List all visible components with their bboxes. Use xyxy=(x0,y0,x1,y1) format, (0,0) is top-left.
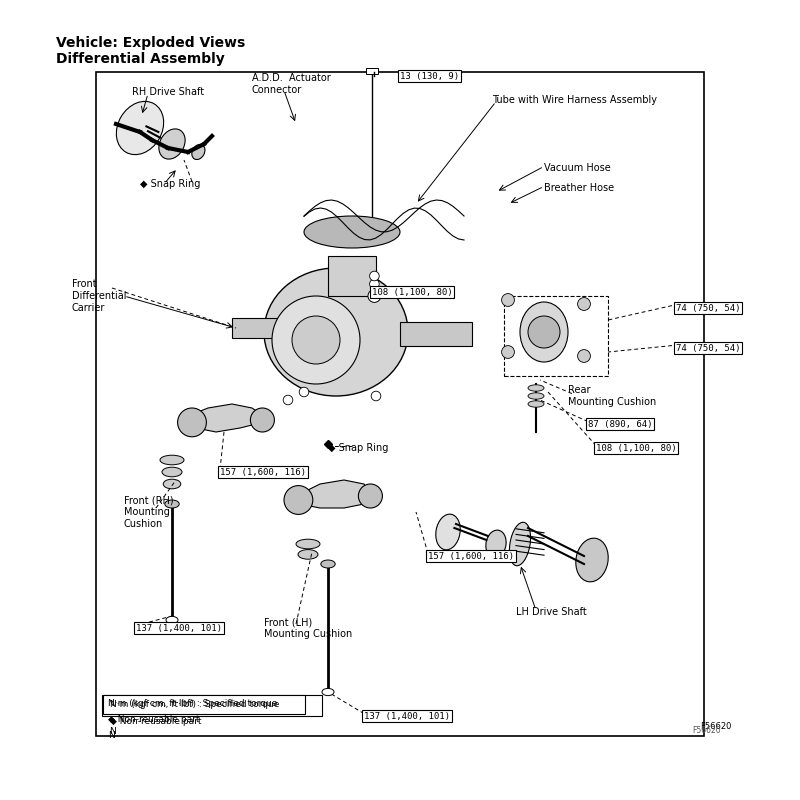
Circle shape xyxy=(368,290,381,302)
Ellipse shape xyxy=(298,550,318,559)
Text: Vacuum Hose: Vacuum Hose xyxy=(544,163,610,173)
Circle shape xyxy=(528,316,560,348)
Circle shape xyxy=(370,279,379,289)
Text: 137 (1,400, 101): 137 (1,400, 101) xyxy=(136,623,222,633)
Text: N: N xyxy=(110,727,116,737)
Circle shape xyxy=(292,316,340,364)
Bar xyxy=(232,318,296,338)
Ellipse shape xyxy=(165,500,179,508)
Ellipse shape xyxy=(304,216,400,248)
Text: Front
Differential
Carrier: Front Differential Carrier xyxy=(72,279,126,313)
Text: F56620: F56620 xyxy=(700,722,731,731)
Text: ◆ Snap Ring: ◆ Snap Ring xyxy=(328,443,388,453)
FancyBboxPatch shape xyxy=(103,695,305,714)
Bar xyxy=(400,322,472,346)
Ellipse shape xyxy=(166,616,178,624)
Ellipse shape xyxy=(264,268,408,396)
Text: ◆ Non-reusable part: ◆ Non-reusable part xyxy=(110,717,201,726)
Circle shape xyxy=(371,391,381,401)
Text: Rear
Mounting Cushion: Rear Mounting Cushion xyxy=(568,385,656,406)
Circle shape xyxy=(370,271,379,281)
Text: 74 (750, 54): 74 (750, 54) xyxy=(676,303,741,313)
Text: Tube with Wire Harness Assembly: Tube with Wire Harness Assembly xyxy=(492,95,657,105)
Circle shape xyxy=(284,486,313,514)
Text: F56620: F56620 xyxy=(692,726,721,735)
Text: N·m (kgf·cm, ft·lbf) : Specified torque: N·m (kgf·cm, ft·lbf) : Specified torque xyxy=(108,699,278,709)
Text: LH Drive Shaft: LH Drive Shaft xyxy=(516,607,586,617)
Text: 74 (750, 54): 74 (750, 54) xyxy=(676,343,741,353)
Ellipse shape xyxy=(576,538,608,582)
Text: ◆ Non-reusable part: ◆ Non-reusable part xyxy=(108,715,199,725)
Text: 108 (1,100, 80): 108 (1,100, 80) xyxy=(596,443,677,453)
Text: Differential Assembly: Differential Assembly xyxy=(56,52,225,66)
Text: Vehicle: Exploded Views: Vehicle: Exploded Views xyxy=(56,36,246,50)
Ellipse shape xyxy=(160,455,184,465)
Text: N·m (kgf·cm, ft·lbf) : Specified torque: N·m (kgf·cm, ft·lbf) : Specified torque xyxy=(110,700,279,710)
Text: 137 (1,400, 101): 137 (1,400, 101) xyxy=(364,711,450,721)
Ellipse shape xyxy=(486,530,506,558)
Text: Breather Hose: Breather Hose xyxy=(544,183,614,193)
Text: A.D.D.  Actuator
Connector: A.D.D. Actuator Connector xyxy=(252,74,330,94)
Ellipse shape xyxy=(322,688,334,695)
Circle shape xyxy=(502,294,514,306)
Ellipse shape xyxy=(436,514,460,550)
Text: Front (LH)
Mounting Cushion: Front (LH) Mounting Cushion xyxy=(264,618,352,638)
Polygon shape xyxy=(296,480,372,508)
Circle shape xyxy=(578,350,590,362)
Text: RH Drive Shaft: RH Drive Shaft xyxy=(132,87,204,97)
Circle shape xyxy=(502,346,514,358)
Circle shape xyxy=(178,408,206,437)
Text: N: N xyxy=(108,731,114,741)
Ellipse shape xyxy=(321,560,335,568)
Bar xyxy=(96,72,704,736)
Ellipse shape xyxy=(116,102,164,154)
Text: 13 (130, 9): 13 (130, 9) xyxy=(400,71,459,81)
Polygon shape xyxy=(188,404,264,432)
Ellipse shape xyxy=(296,539,320,549)
Bar xyxy=(366,68,378,74)
Ellipse shape xyxy=(162,467,182,477)
Ellipse shape xyxy=(528,385,544,391)
Ellipse shape xyxy=(510,522,530,566)
Circle shape xyxy=(299,387,309,397)
Ellipse shape xyxy=(192,145,205,159)
Circle shape xyxy=(250,408,274,432)
Text: ◆ Snap Ring: ◆ Snap Ring xyxy=(140,179,200,189)
Circle shape xyxy=(272,296,360,384)
Text: 157 (1,600, 116): 157 (1,600, 116) xyxy=(220,467,306,477)
FancyBboxPatch shape xyxy=(102,695,322,716)
Bar xyxy=(504,296,608,376)
Text: 157 (1,600, 116): 157 (1,600, 116) xyxy=(428,551,514,561)
Ellipse shape xyxy=(528,393,544,399)
Bar xyxy=(328,256,376,296)
Ellipse shape xyxy=(520,302,568,362)
Ellipse shape xyxy=(159,129,185,159)
Circle shape xyxy=(283,395,293,405)
Text: 87 (890, 64): 87 (890, 64) xyxy=(588,419,653,429)
Ellipse shape xyxy=(163,479,181,489)
Circle shape xyxy=(578,298,590,310)
Circle shape xyxy=(358,484,382,508)
Text: Front (RH)
Mounting
Cushion: Front (RH) Mounting Cushion xyxy=(124,495,174,529)
Text: 108 (1,100, 80): 108 (1,100, 80) xyxy=(372,287,453,297)
Ellipse shape xyxy=(528,401,544,407)
